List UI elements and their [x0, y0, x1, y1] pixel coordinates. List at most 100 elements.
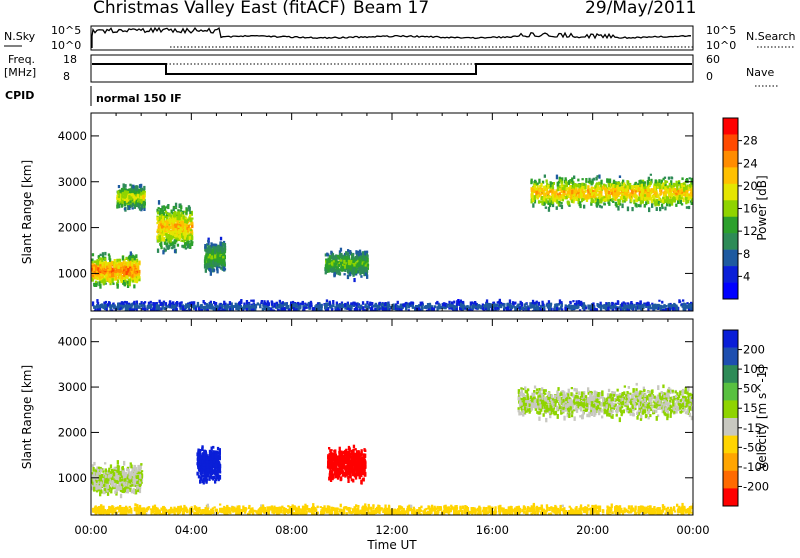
power-cell — [602, 186, 604, 190]
power-cell — [366, 251, 368, 254]
power-cell — [124, 271, 126, 276]
power-cell — [400, 309, 402, 313]
power-cell — [126, 198, 128, 203]
power-cell — [536, 183, 538, 185]
power-cell — [579, 302, 581, 306]
power-cell — [591, 181, 593, 186]
power-cell — [365, 305, 367, 308]
power-cell — [117, 202, 119, 204]
power-cell — [329, 265, 331, 269]
power-cell — [147, 305, 149, 309]
power-cell — [532, 306, 534, 308]
power-cell — [179, 235, 181, 240]
power-cell — [221, 248, 223, 253]
power-cell — [132, 185, 134, 189]
power-cell — [158, 207, 160, 209]
power-cell — [204, 258, 206, 261]
power-cell — [567, 201, 569, 206]
power-cell — [575, 306, 577, 309]
power-cell — [578, 184, 580, 187]
power-cell — [599, 192, 601, 194]
power-cell — [647, 188, 649, 192]
power-cell — [669, 188, 671, 193]
power-cell — [184, 219, 186, 223]
power-cell — [356, 264, 358, 268]
power-cell — [188, 228, 190, 231]
power-cell — [117, 269, 119, 272]
power-cell — [231, 307, 233, 312]
power-cell — [594, 308, 596, 313]
power-cell — [629, 185, 631, 189]
power-cell — [134, 305, 136, 309]
power-cell — [522, 309, 524, 313]
power-cell — [246, 300, 248, 305]
freq-panel: Freq. [MHz] 18 8 60 0 Nave — [4, 53, 778, 86]
power-cell — [114, 259, 116, 263]
power-cell — [453, 301, 455, 304]
power-cell — [595, 193, 597, 196]
power-cell — [325, 264, 327, 267]
power-cell — [169, 301, 171, 306]
power-cell — [363, 255, 365, 260]
power-cell — [617, 185, 619, 190]
power-cell — [676, 197, 678, 200]
power-cell — [218, 264, 220, 267]
power-cell — [624, 198, 626, 202]
power-cell — [158, 224, 160, 227]
power-cell — [156, 231, 158, 233]
power-cell — [631, 207, 633, 211]
power-cell — [654, 186, 656, 191]
power-cell — [385, 308, 387, 313]
power-cell — [587, 305, 589, 308]
power-cell — [157, 249, 159, 253]
power-cell — [400, 305, 402, 308]
power-cell — [124, 208, 126, 211]
power-cell — [242, 307, 244, 310]
power-cell — [659, 207, 661, 211]
power-cell — [331, 255, 333, 259]
power-cell — [566, 187, 568, 190]
power-cell — [634, 182, 636, 185]
power-cell — [661, 204, 663, 207]
power-cell — [572, 300, 574, 302]
power-cell — [141, 301, 143, 304]
power-cell — [575, 197, 577, 201]
power-cell — [349, 272, 351, 276]
power-cell — [537, 195, 539, 200]
power-cell — [305, 307, 307, 309]
power-cell — [565, 181, 567, 185]
power-cell — [207, 260, 209, 263]
power-cell — [540, 198, 542, 201]
power-cell — [571, 200, 573, 203]
power-cell — [679, 190, 681, 194]
power-cell — [184, 228, 186, 231]
power-cell — [130, 268, 132, 271]
power-cell — [669, 183, 671, 187]
power-cell — [573, 305, 575, 310]
power-cell — [639, 205, 641, 208]
power-cell — [664, 207, 666, 211]
power-cell — [688, 305, 690, 307]
power-cell — [571, 190, 573, 195]
power-cell — [212, 261, 214, 264]
power-cell — [128, 206, 130, 210]
power-cell — [190, 229, 192, 231]
power-cell — [119, 276, 121, 280]
power-cell — [683, 182, 685, 185]
power-cell — [597, 199, 599, 202]
power-cell — [416, 305, 418, 307]
power-cell — [100, 306, 102, 309]
power-cell — [587, 186, 589, 190]
power-cell — [344, 273, 346, 275]
power-cell — [644, 197, 646, 201]
power-cell — [558, 201, 560, 204]
power-cell — [358, 267, 360, 271]
power-cell — [541, 200, 543, 205]
power-cell — [384, 303, 386, 306]
power-cell — [582, 198, 584, 201]
power-cell — [554, 193, 556, 197]
power-cell — [670, 176, 672, 179]
power-cell — [681, 194, 683, 197]
power-cell — [181, 245, 183, 248]
power-cell — [559, 204, 561, 207]
